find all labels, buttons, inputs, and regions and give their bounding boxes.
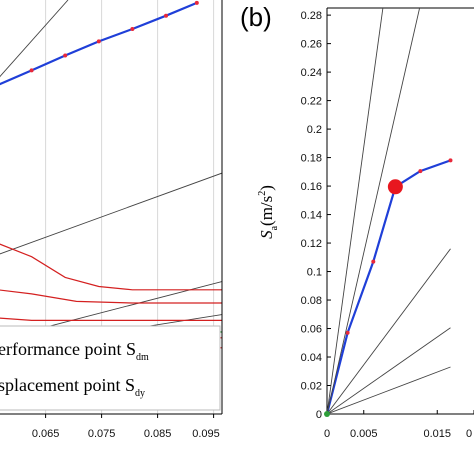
right-series-line-4 [327,327,451,414]
left-data-point [194,0,199,5]
right-y-tick-label: 0.24 [301,67,322,79]
left-legend-box [0,325,221,411]
legend-entry-subscript: dm [136,352,149,363]
right-data-point [345,330,350,335]
left-data-point [164,13,168,18]
right-y-tick-label: 0.28 [301,10,322,22]
right-y-tick-label: 0.14 [301,210,322,222]
right-x-tick-label: 0.005 [350,428,378,440]
right-y-tick-label: 0.04 [301,352,322,364]
left-data-point [130,26,135,31]
left-series-line-1 [0,0,69,78]
left-series-line-2 [0,172,222,255]
right-series-line-5 [327,366,451,414]
legend-entry-text: splacement point Sdy [0,375,145,399]
left-x-tick-label: 0.065 [32,428,60,440]
right-y-tick-label: 0.22 [301,96,322,108]
left-series-line-7 [0,317,222,321]
right-y-tick-label: 0.08 [301,295,322,307]
y-axis-label-part: 2 [257,191,268,196]
right-data-point [418,169,423,174]
right-y-tick-label: 0.18 [301,153,322,165]
panel-label-b: (b) [240,2,272,32]
left-data-point [29,68,34,73]
left-x-tick-label: 0.095 [192,428,220,440]
left-x-tick-label: 0.075 [88,428,116,440]
left-chart-panel: 0.065 0.075 0.085 0.095 erformance point Sdm… [0,0,223,440]
right-series-line-3 [327,248,451,414]
right-series-line-0 [327,159,451,414]
right-y-tick-label: 0.26 [301,39,322,51]
y-axis-label-part: a [269,225,280,230]
right-y-tick-label: 0 [316,409,322,421]
left-plot-area [0,0,222,350]
legend-entry-text: erformance point Sdm [0,339,149,363]
right-x-tick-label: 0.015 [423,428,451,440]
legend-entry-subscript: dy [135,388,145,399]
right-y-tick-label: 0.16 [301,181,322,193]
right-y-tick-label: 0.1 [307,267,322,279]
right-x-tick-label: 0 [324,428,330,440]
right-chart-panel: (b) 0 0.02 0.04 0.06 0.08 0.1 0.12 0.14 0.16 0.18 0… [240,2,474,440]
legend-entry-label: splacement point S [0,375,135,395]
origin-point-marker [324,411,330,417]
right-series-line-1 [327,8,384,414]
right-plot-area [327,8,453,414]
right-y-tick-label: 0.12 [301,238,322,250]
right-y-tick-label: 0.06 [301,324,322,336]
right-series-line-2 [327,8,421,414]
right-y-axis-label: Sa(m/s2) [257,185,280,239]
left-series-line-6 [0,289,222,304]
performance-point-marker [387,179,403,195]
left-data-point [63,53,68,58]
y-axis-label-part: ) [257,185,276,191]
right-data-point [448,158,453,163]
left-data-point [96,39,101,44]
right-x-tick-label: 0 [466,428,472,440]
left-x-tick-label: 0.085 [144,428,172,440]
right-y-tick-label: 0.2 [307,124,322,136]
left-series-line-5 [0,243,222,291]
y-axis-label-part: (m/s [257,196,276,226]
right-y-tick-label: 0.02 [301,381,322,393]
legend-entry-label: erformance point S [0,339,136,359]
right-data-point [371,259,376,264]
y-axis-label-part: S [257,230,276,239]
